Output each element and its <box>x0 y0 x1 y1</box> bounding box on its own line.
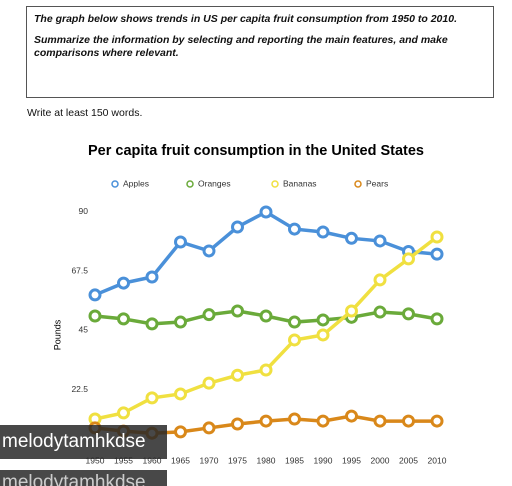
x-tick-label: 1990 <box>314 455 333 465</box>
x-tick-label: 1985 <box>285 455 304 465</box>
legend-label: Bananas <box>283 178 317 188</box>
data-point <box>145 270 159 284</box>
legend-marker <box>354 180 362 188</box>
watermark: melodytamhkdse <box>0 470 167 486</box>
legend-marker <box>186 180 194 188</box>
data-point <box>145 391 159 405</box>
data-point <box>202 376 216 390</box>
x-tick-label: 2010 <box>428 455 447 465</box>
data-point <box>231 220 244 234</box>
task-box: The graph below shows trends in US per c… <box>26 6 494 98</box>
legend-marker <box>111 180 119 188</box>
data-point <box>430 312 444 326</box>
data-point <box>373 234 387 248</box>
data-point <box>316 225 330 239</box>
data-point <box>117 276 130 290</box>
legend-label: Pears <box>366 178 388 188</box>
data-point <box>430 247 444 261</box>
data-point <box>202 308 216 322</box>
legend-marker <box>271 180 279 188</box>
data-point <box>259 309 273 323</box>
data-point <box>202 421 216 435</box>
x-tick-label: 2000 <box>371 455 390 465</box>
data-point <box>430 230 444 244</box>
data-point <box>316 328 330 342</box>
x-tick-label: 1980 <box>257 455 276 465</box>
series-line <box>94 235 439 421</box>
x-tick-label: 2005 <box>399 455 418 465</box>
y-tick-label: 90 <box>79 206 89 216</box>
chart-title: Per capita fruit consumption in the Unit… <box>88 143 424 159</box>
y-tick-label: 22.5 <box>71 384 88 394</box>
data-point <box>259 414 273 428</box>
data-point <box>88 309 102 323</box>
data-point <box>288 412 301 426</box>
data-point <box>373 305 387 319</box>
data-point <box>231 417 244 431</box>
data-point <box>402 307 415 321</box>
watermark: melodytamhkdse <box>0 425 167 459</box>
data-point <box>174 315 187 329</box>
data-point <box>117 406 130 420</box>
data-point <box>288 315 301 329</box>
data-point <box>373 273 387 287</box>
x-tick-label: 1975 <box>228 455 247 465</box>
y-tick-label: 45 <box>79 325 89 335</box>
data-point <box>288 222 301 236</box>
data-point <box>174 425 187 439</box>
data-point <box>373 414 387 428</box>
x-tick-label: 1950 <box>86 455 105 465</box>
legend-label: Oranges <box>198 178 231 188</box>
data-point <box>231 304 244 318</box>
data-point <box>231 368 244 382</box>
data-point <box>402 252 415 266</box>
x-tick-label: 1955 <box>114 455 133 465</box>
x-tick-label: 1960 <box>143 455 162 465</box>
x-tick-label: 1995 <box>342 455 361 465</box>
data-point <box>288 333 301 347</box>
data-point <box>202 244 216 258</box>
data-point <box>88 288 102 302</box>
data-point <box>145 317 159 331</box>
data-point <box>174 235 187 249</box>
data-point <box>345 409 358 423</box>
data-point <box>259 363 273 377</box>
data-point <box>316 414 330 428</box>
y-axis-label: Pounds <box>52 319 62 350</box>
x-tick-label: 1965 <box>171 455 190 465</box>
data-point <box>345 304 358 318</box>
task-line: The graph below shows trends in US per c… <box>34 13 457 25</box>
legend-label: Apples <box>123 178 149 188</box>
data-point <box>174 387 187 401</box>
task-line: Summarize the information by selecting a… <box>34 34 448 59</box>
data-point <box>316 313 330 327</box>
data-point <box>259 205 273 219</box>
y-tick-label: 67.5 <box>71 265 88 275</box>
data-point <box>117 312 130 326</box>
x-tick-label: 1970 <box>200 455 219 465</box>
data-point <box>402 414 415 428</box>
instruction: Write at least 150 words. <box>27 107 143 119</box>
data-point <box>345 231 358 245</box>
data-point <box>430 414 444 428</box>
